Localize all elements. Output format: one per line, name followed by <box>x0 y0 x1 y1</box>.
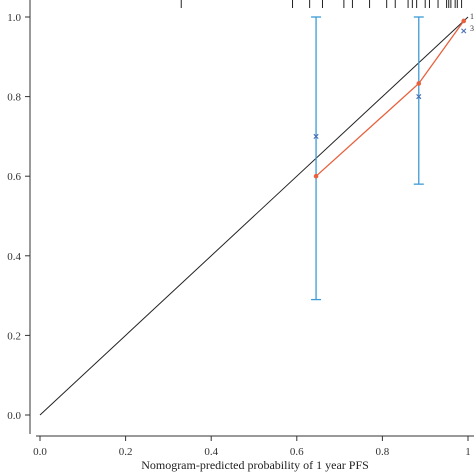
y-tick-label: 0.8 <box>7 92 21 104</box>
series-group <box>313 18 467 179</box>
cross-marker <box>416 94 422 100</box>
x-tick-label: 0.8 <box>376 446 390 458</box>
reference-line <box>39 16 469 416</box>
y-tick-label: 0.6 <box>7 171 21 183</box>
cross-stroke <box>461 28 467 34</box>
cross-marker <box>461 28 467 34</box>
calibration-line <box>315 20 465 177</box>
x-tick-label: 0.6 <box>290 446 304 458</box>
calibration-point <box>313 173 319 179</box>
error-bars <box>311 16 424 301</box>
edge-label: 1 <box>470 12 474 21</box>
calibration-point <box>461 18 467 24</box>
rug-marks <box>180 0 463 8</box>
x-axis-title: Nomogram-predicted probability of 1 year… <box>141 458 369 472</box>
cross-stroke <box>313 133 319 139</box>
cross-stroke <box>416 94 422 100</box>
x-tick-label: 0.2 <box>119 446 133 458</box>
y-tick-label: 0.0 <box>7 410 21 422</box>
reference-line-group <box>39 16 469 416</box>
x-tick-label: 1 <box>465 446 471 458</box>
y-axis-ticks: 0.0 0.2 0.4 0.6 0.8 1.0 <box>7 12 30 422</box>
y-tick-label: 0.4 <box>7 251 21 263</box>
x-axis-ticks: 0.0 0.2 0.4 0.6 0.8 1 <box>33 436 471 458</box>
edge-label: 3 <box>470 24 474 33</box>
y-tick-label: 0.2 <box>7 330 21 342</box>
y-tick-label: 1.0 <box>7 12 21 24</box>
x-tick-label: 0.0 <box>33 446 47 458</box>
axes <box>29 0 474 437</box>
cross-marker <box>313 133 319 139</box>
edge-labels: 13 <box>470 12 474 33</box>
x-tick-label: 0.4 <box>204 446 218 458</box>
calibration-point <box>416 81 422 86</box>
